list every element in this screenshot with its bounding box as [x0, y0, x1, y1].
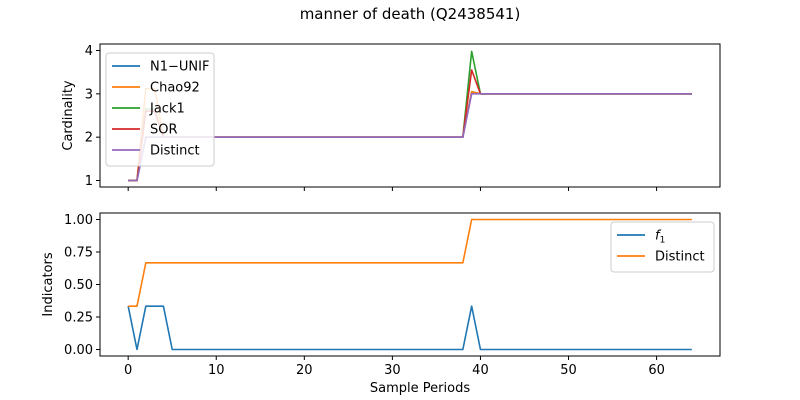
series-line-f1: [127, 305, 692, 351]
x-tick-label: 50: [560, 363, 577, 378]
x-tick-label: 10: [208, 363, 225, 378]
legend-label-f1: f1: [655, 229, 665, 246]
y-tick-label: 3: [85, 87, 93, 102]
x-tick-label: 0: [124, 363, 132, 378]
legend-box: [610, 221, 715, 273]
legend-label-sor: SOR: [150, 123, 178, 138]
x-tick-label: 20: [296, 363, 313, 378]
y-tick-label: 0.75: [64, 246, 93, 261]
figure-title: manner of death (Q2438541): [300, 5, 521, 23]
y-tick-label: 1.00: [64, 213, 93, 228]
y-axis-label: Cardinality: [61, 80, 76, 151]
y-tick-label: 4: [85, 44, 93, 59]
y-tick-label: 1: [85, 174, 93, 189]
y-tick-label: 2: [85, 131, 93, 146]
y-tick-label: 0.50: [64, 278, 93, 293]
legend-label-jack1: Jack1: [149, 102, 185, 117]
series-line-distinct: [128, 218, 692, 308]
y-tick-label: 0.00: [64, 343, 93, 358]
cardinality-plot: 1 2 3 4 Cardinality N1−UNIF Chao92 Jack1 SOR Dist…: [61, 43, 721, 191]
legend-label-chao92: Chao92: [150, 81, 200, 96]
y-tick-label: 0.25: [64, 311, 93, 326]
x-tick-label: 60: [648, 363, 665, 378]
legend-label-distinct: Distinct: [150, 144, 200, 159]
indicators-plot: 0 10 20 30 40 50 60 0.00 0.25 0.50 0.75 1.00 Indicat…: [41, 212, 721, 396]
axes-frame: [99, 212, 721, 357]
y-axis-label: Indicators: [41, 252, 56, 316]
legend: N1−UNIF Chao92 Jack1 SOR Distinct: [105, 52, 215, 167]
legend-label-n1-unif: N1−UNIF: [150, 60, 209, 75]
axes-frame: [99, 43, 721, 188]
x-tick-label: 40: [472, 363, 489, 378]
legend: f1 Distinct: [610, 221, 715, 273]
legend-box: [105, 52, 215, 167]
x-axis-label: Sample Periods: [370, 381, 470, 396]
x-tick-label: 30: [384, 363, 401, 378]
legend-label-distinct: Distinct: [655, 250, 705, 265]
